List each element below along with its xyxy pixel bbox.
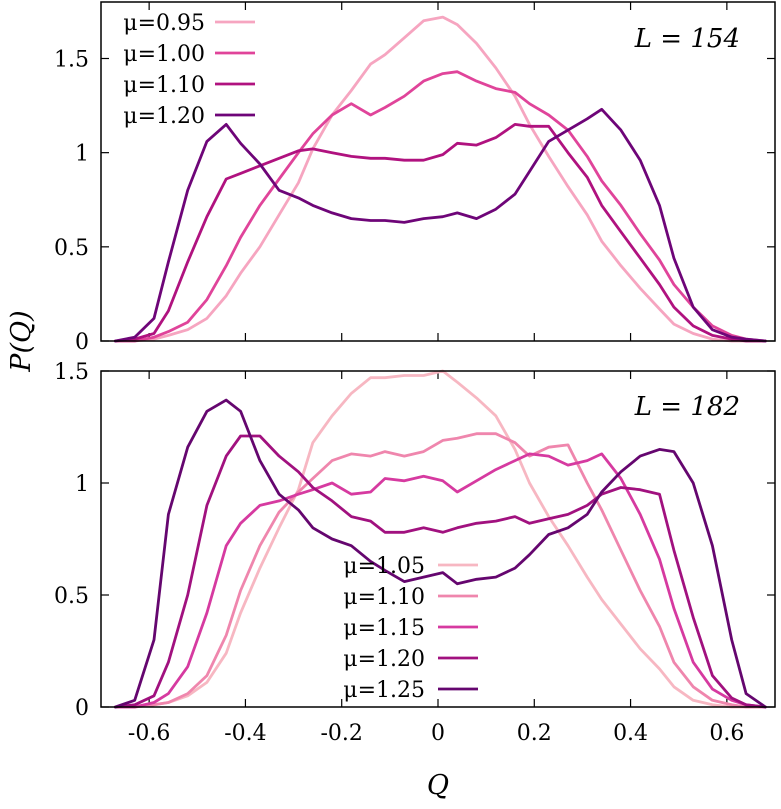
plot-frame xyxy=(100,370,776,708)
legend-label-3: μ=1.15 xyxy=(343,616,425,641)
y-tick-label: 0.5 xyxy=(54,236,89,261)
series-line-4 xyxy=(114,434,767,709)
x-tick-label: -0.2 xyxy=(321,721,363,746)
plot-frame xyxy=(100,1,776,342)
y-tick-label: 1 xyxy=(75,142,89,167)
x-tick-label: -0.4 xyxy=(224,721,266,746)
legend-label-2: μ=1.00 xyxy=(123,42,205,67)
legend-label-1: μ=1.05 xyxy=(343,554,425,579)
x-tick-label: 0.6 xyxy=(709,721,744,746)
panel-bottom: 0 0.5 1 1.5 -0.6 -0.4 -0.2 0 0.2 0.4 0.6 L = 182 μ=1… xyxy=(54,360,776,746)
series-line-3 xyxy=(114,123,767,343)
y-tick-label: 0.5 xyxy=(54,584,89,609)
series-line-1 xyxy=(114,15,767,343)
legend-label-4: μ=1.20 xyxy=(343,647,425,672)
x-tick-label: -0.6 xyxy=(128,721,170,746)
series-line-4 xyxy=(114,107,767,343)
y-tick-label: 1.5 xyxy=(54,48,89,73)
series-line-5 xyxy=(114,398,767,709)
y-tick-label: 1 xyxy=(75,472,89,497)
y-tick-label: 0 xyxy=(75,696,89,721)
panel-top: 0 0.5 1 1.5 L = 154 μ=0.95 μ=1.00 μ=1.10 μ=1.20 xyxy=(54,1,776,355)
x-tick-label: 0.2 xyxy=(517,721,552,746)
y-tick-label: 1.5 xyxy=(54,360,89,385)
x-tick-label: 0 xyxy=(431,721,445,746)
legend-label-5: μ=1.25 xyxy=(343,678,425,703)
legend-label-1: μ=0.95 xyxy=(123,11,205,36)
series-line-2 xyxy=(114,70,767,343)
y-tick-label: 0 xyxy=(75,330,89,355)
legend-label-3: μ=1.10 xyxy=(123,73,205,98)
legend-label-4: μ=1.20 xyxy=(123,104,205,129)
system-size-annotation: L = 182 xyxy=(634,392,740,422)
x-tick-label: 0.4 xyxy=(613,721,648,746)
legend-label-2: μ=1.10 xyxy=(343,585,425,610)
series-line-3 xyxy=(114,452,767,709)
system-size-annotation: L = 154 xyxy=(634,24,740,54)
series-line-2 xyxy=(114,432,767,709)
x-axis-title: Q xyxy=(427,770,449,801)
y-axis-title: P(Q) xyxy=(6,310,37,372)
